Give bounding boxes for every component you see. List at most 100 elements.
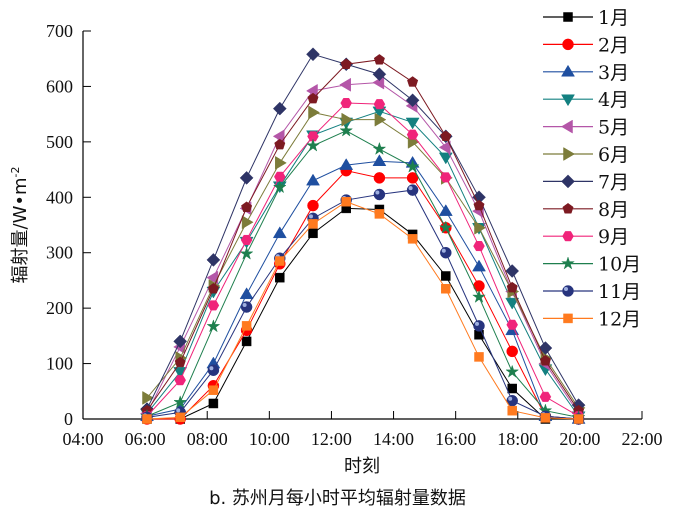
- y-tick-label: 500: [46, 132, 73, 152]
- data-point-marker: [440, 246, 452, 259]
- data-point-marker: [407, 76, 419, 87]
- data-point-marker: [563, 12, 573, 22]
- data-point-marker: [373, 54, 385, 65]
- marker-highlight: [475, 321, 479, 326]
- marker-highlight: [209, 366, 214, 371]
- data-point-marker: [561, 94, 575, 107]
- radiation-line-chart: 0 100 200 300 400 500 600 700 04:00 06:00 08:00 10:…: [9, 7, 663, 477]
- y-tick-label: 700: [46, 21, 73, 41]
- axes: 0 100 200 300 400 500 600 700 04:00 06:00 08:00 10:…: [46, 21, 663, 449]
- data-point-marker: [473, 320, 485, 332]
- series-3: [140, 154, 586, 424]
- marker-highlight: [375, 190, 380, 195]
- data-point-marker: [306, 138, 320, 152]
- data-point-marker: [562, 202, 574, 214]
- marker-highlight: [309, 214, 313, 219]
- marker-highlight: [242, 303, 247, 308]
- marker-highlight: [564, 287, 568, 291]
- data-point-marker: [308, 228, 318, 239]
- y-axis-label-sup: -2: [9, 167, 22, 178]
- data-point-marker: [275, 155, 287, 170]
- data-point-marker: [405, 117, 420, 130]
- data-point-marker: [206, 319, 221, 333]
- legend-item: 3月: [543, 62, 629, 84]
- legend-item: 5月: [543, 117, 629, 139]
- data-point-marker: [339, 77, 351, 92]
- data-point-marker: [341, 112, 354, 127]
- data-point-marker: [507, 383, 517, 394]
- data-point-marker: [373, 172, 386, 184]
- data-point-marker: [406, 184, 419, 196]
- legend-label: 11月: [598, 281, 641, 303]
- series-line: [146, 110, 580, 417]
- x-tick-label: 18:00: [497, 429, 538, 449]
- data-point-marker: [506, 345, 518, 358]
- data-point-marker: [174, 375, 186, 386]
- legend-item: 1月: [543, 7, 629, 29]
- data-point-marker: [561, 64, 575, 77]
- data-point-marker: [373, 99, 386, 110]
- series-line: [146, 201, 579, 420]
- data-point-marker: [208, 398, 219, 409]
- data-point-marker: [142, 414, 152, 424]
- series-5: [140, 75, 584, 421]
- data-point-marker: [274, 171, 286, 182]
- x-tick-label: 20:00: [559, 429, 600, 449]
- data-point-marker: [505, 264, 520, 278]
- data-point-marker: [373, 188, 386, 201]
- data-point-marker: [473, 199, 485, 211]
- series-line: [146, 130, 579, 418]
- data-point-marker: [405, 93, 420, 108]
- marker-highlight: [441, 248, 446, 253]
- data-point-marker: [438, 204, 453, 216]
- marker-highlight: [508, 396, 513, 401]
- data-point-marker: [241, 215, 254, 230]
- data-point-marker: [372, 154, 387, 167]
- data-point-marker: [239, 171, 254, 185]
- legend-label: 5月: [598, 117, 629, 139]
- series-4: [140, 106, 586, 424]
- x-tick-label: 10:00: [249, 429, 290, 449]
- data-point-marker: [472, 289, 486, 303]
- y-tick-label: 600: [46, 76, 73, 96]
- data-point-marker: [539, 354, 551, 366]
- y-tick-label: 0: [64, 409, 73, 429]
- data-point-marker: [207, 282, 219, 294]
- legend-label: 10月: [598, 254, 641, 276]
- data-point-marker: [438, 220, 453, 234]
- data-point-marker: [272, 226, 287, 239]
- x-tick-label: 12:00: [311, 429, 352, 449]
- legend-label: 3月: [598, 62, 629, 84]
- data-point-marker: [208, 385, 219, 395]
- series-12: [142, 196, 584, 424]
- data-point-marker: [562, 38, 574, 51]
- data-point-marker: [561, 174, 575, 189]
- data-point-marker: [506, 281, 518, 293]
- data-point-marker: [474, 220, 486, 235]
- data-point-marker: [275, 256, 285, 266]
- data-point-marker: [563, 313, 573, 324]
- legend: 1月 2月 3月 4月 5月 6月 7月 8月 9月 10月 11月 12月: [543, 7, 641, 330]
- series-line: [146, 102, 579, 417]
- x-tick-label: 14:00: [373, 429, 414, 449]
- legend-label: 4月: [598, 89, 629, 111]
- data-point-marker: [308, 219, 318, 229]
- series-line: [146, 53, 580, 410]
- data-point-marker: [306, 47, 320, 62]
- legend-label: 2月: [598, 34, 629, 56]
- legend-item: 2月: [543, 34, 629, 56]
- data-point-marker: [562, 231, 574, 242]
- x-tick-label: 06:00: [125, 429, 166, 449]
- data-point-marker: [207, 300, 220, 311]
- data-point-marker: [307, 92, 319, 104]
- data-point-marker: [507, 405, 517, 416]
- x-tick-label: 22:00: [621, 429, 662, 449]
- legend-item: 10月: [543, 254, 641, 276]
- data-point-marker: [506, 319, 518, 330]
- data-point-marker: [563, 147, 575, 161]
- data-point-marker: [241, 201, 253, 212]
- data-point-marker: [339, 123, 354, 137]
- y-tick-label: 400: [46, 187, 73, 207]
- x-tick-label: 16:00: [435, 429, 476, 449]
- series-7: [140, 47, 586, 416]
